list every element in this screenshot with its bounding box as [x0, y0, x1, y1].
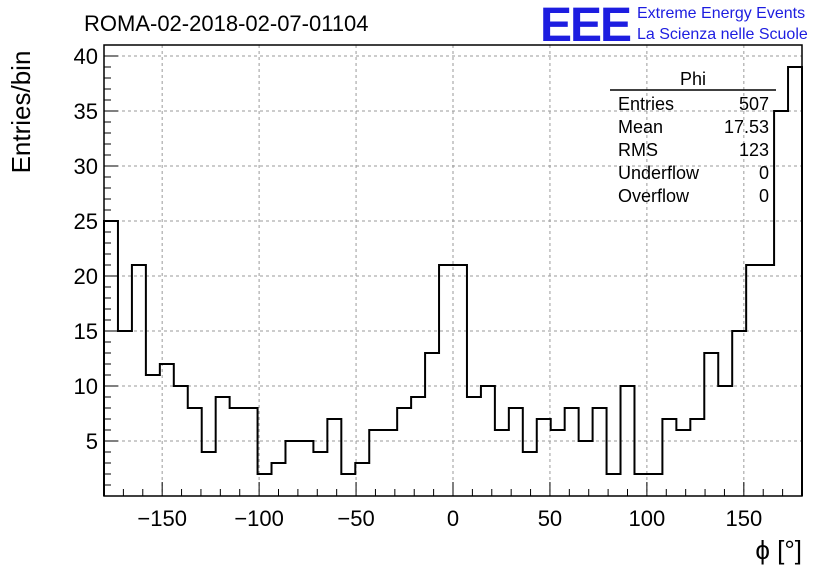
x-tick-label: −150 — [137, 506, 187, 531]
stats-box: Phi Entries 507 Mean 17.53 RMS 123 Underflow 0 O… — [610, 69, 776, 206]
x-axis-ticks: −150 −100 −50 0 50 100 150 — [103, 482, 803, 531]
chart-title: ROMA-02-2018-02-07-01104 — [84, 11, 369, 36]
logo-line-2: La Scienza nelle Scuole — [637, 26, 808, 43]
stats-title: Phi — [680, 69, 706, 89]
y-tick-label: 5 — [86, 429, 98, 454]
y-axis-label: Entries/bin — [6, 51, 36, 174]
stats-label: Overflow — [618, 186, 690, 206]
y-tick-label: 15 — [74, 319, 98, 344]
y-axis-ticks: 5 10 15 20 25 30 35 40 — [74, 44, 118, 486]
stats-label: Underflow — [618, 163, 700, 183]
x-axis-label: ϕ [°] — [755, 535, 802, 565]
stats-value: 0 — [759, 163, 769, 183]
x-tick-label: 50 — [538, 506, 562, 531]
y-tick-label: 20 — [74, 264, 98, 289]
stats-label: Mean — [618, 117, 663, 137]
stats-value: 0 — [759, 186, 769, 206]
y-tick-label: 35 — [74, 99, 98, 124]
x-tick-label: −100 — [234, 506, 284, 531]
eee-logo: EEE — [540, 0, 631, 52]
y-tick-label: 40 — [74, 44, 98, 69]
x-tick-label: 150 — [725, 506, 762, 531]
histogram-series — [103, 66, 803, 496]
stats-value: 123 — [739, 140, 769, 160]
x-tick-label: −50 — [337, 506, 374, 531]
y-tick-label: 30 — [74, 154, 98, 179]
logo-line-1: Extreme Energy Events — [637, 5, 805, 22]
stats-value: 17.53 — [724, 117, 769, 137]
y-tick-label: 10 — [74, 374, 98, 399]
stats-label: RMS — [618, 140, 658, 160]
stats-label: Entries — [618, 94, 674, 114]
x-tick-label: 0 — [447, 506, 459, 531]
y-tick-label: 25 — [74, 209, 98, 234]
grid-lines — [104, 45, 802, 496]
x-tick-label: 100 — [629, 506, 666, 531]
stats-value: 507 — [739, 94, 769, 114]
